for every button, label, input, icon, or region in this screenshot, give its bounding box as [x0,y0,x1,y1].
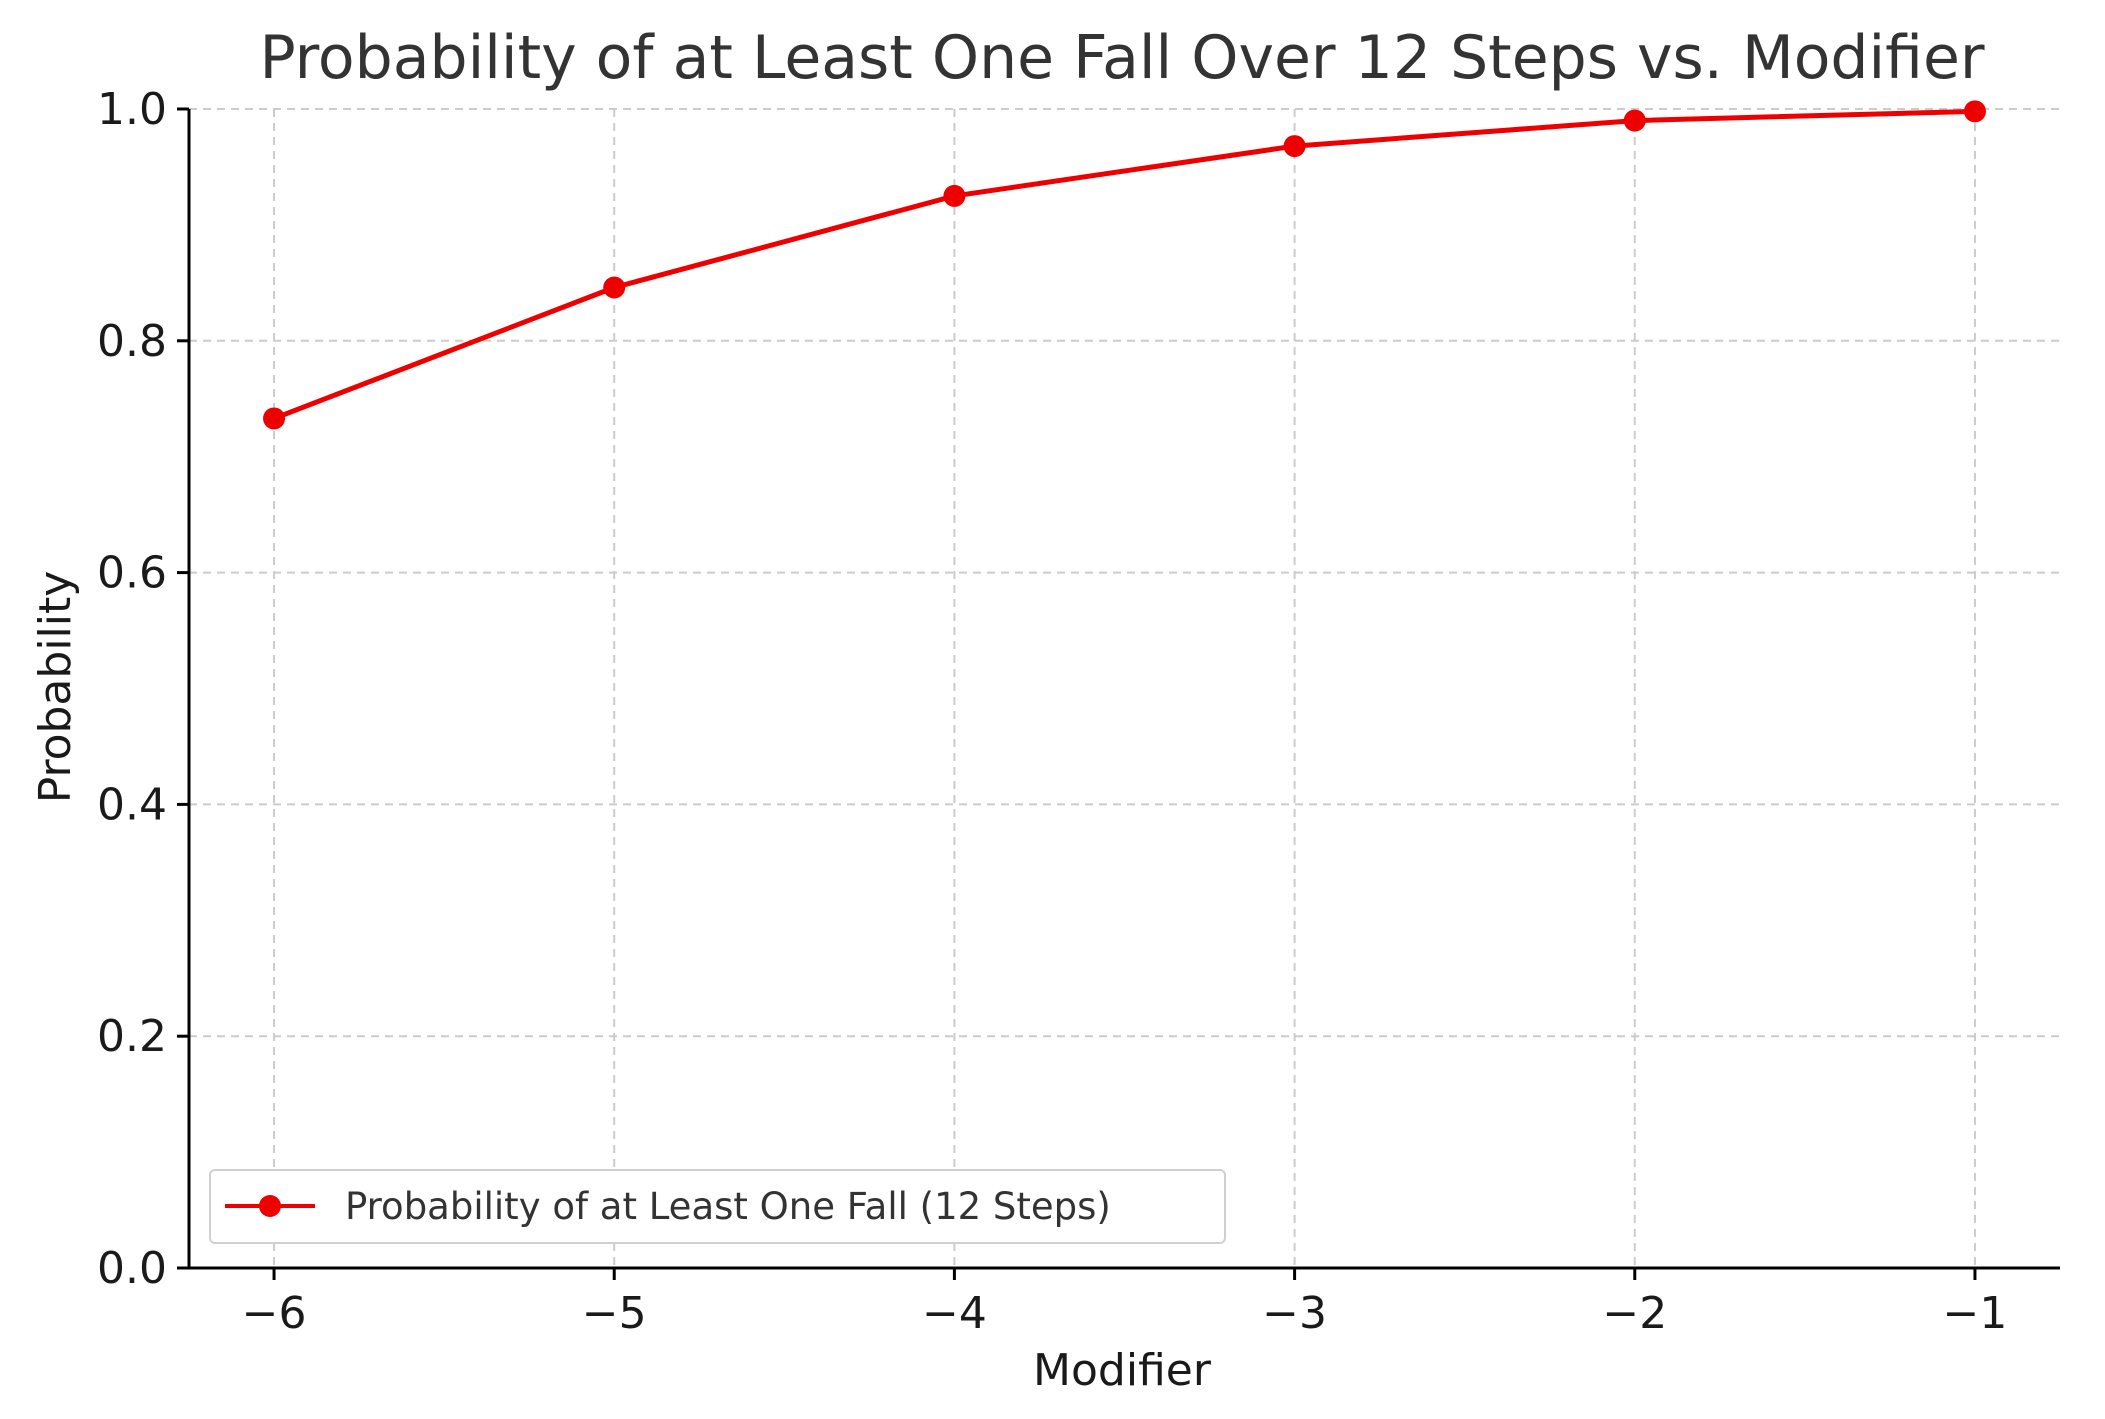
data-point [943,184,966,207]
x-tick-label: −6 [242,1288,307,1339]
legend-box [209,1169,1226,1244]
y-axis-label: Probability [30,571,81,804]
x-tick-label: −1 [1943,1288,2008,1339]
data-point [1283,135,1306,158]
data-point [603,276,626,299]
series-line [273,108,1976,421]
data-point [1623,109,1646,132]
y-tick-label: 0.0 [97,1243,167,1294]
y-tick-label: 0.8 [97,316,167,367]
x-tick-label: −5 [582,1288,647,1339]
chart-title: Probability of at Least One Fall Over 12… [259,23,1984,93]
x-tick-label: −4 [922,1288,987,1339]
data-point [1963,100,1986,123]
legend-marker-swatch [259,1195,281,1217]
data-point [263,407,286,430]
tick-labels: −6 −5 −4 −3 −2 −1 0.0 0.2 0.4 0.6 0.8 1.0 [97,84,2007,1339]
axes [177,107,2060,1280]
x-tick-label: −3 [1262,1288,1327,1339]
y-tick-label: 1.0 [97,84,167,135]
legend: Probability of at Least One Fall (12 Ste… [209,1169,1226,1244]
y-tick-label: 0.2 [97,1011,167,1062]
x-axis-label: Modifier [1033,1345,1212,1396]
y-tick-label: 0.4 [97,779,167,830]
y-tick-label: 0.6 [97,548,167,599]
grid [189,108,2060,1268]
legend-label: Probability of at Least One Fall (12 Ste… [345,1185,1111,1228]
series-layer [263,100,1986,430]
x-tick-label: −2 [1602,1288,1667,1339]
